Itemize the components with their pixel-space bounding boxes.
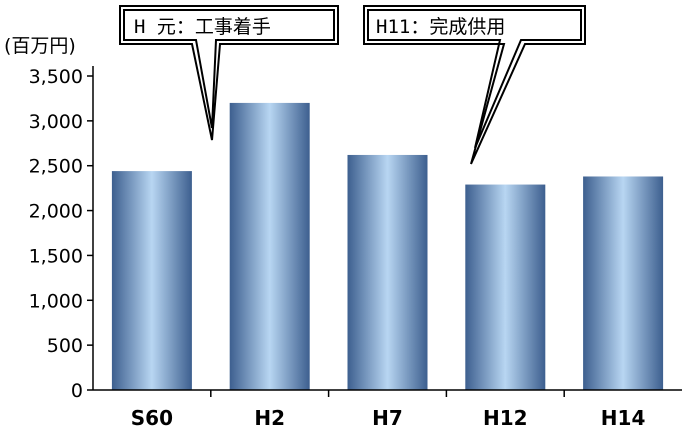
x-ticks-group: S60 H2 H7 H12 H14 bbox=[131, 390, 646, 430]
bar-s60 bbox=[111, 171, 192, 390]
bar-h12 bbox=[465, 184, 546, 390]
y-tick-label: 2,000 bbox=[29, 201, 83, 223]
callout-completion-text: H11：完成供用 bbox=[376, 16, 505, 38]
callout-construction-start: H 元：工事着手 bbox=[119, 5, 339, 141]
y-tick-label: 3,000 bbox=[29, 111, 83, 133]
y-ticks-group: 0 500 1,000 1,500 2,000 2,500 3,000 3,500 bbox=[29, 66, 93, 402]
bar-h7 bbox=[347, 154, 428, 390]
x-tick-label: H12 bbox=[483, 406, 528, 430]
bar-h14 bbox=[583, 176, 664, 390]
y-tick-label: 500 bbox=[47, 335, 83, 357]
x-tick-label: H2 bbox=[254, 406, 285, 430]
callout-completion: H11：完成供用 bbox=[363, 5, 586, 165]
y-tick-label: 3,500 bbox=[29, 66, 83, 88]
bar-h2 bbox=[229, 102, 310, 391]
y-tick-label: 2,500 bbox=[29, 156, 83, 178]
x-tick-label: H7 bbox=[372, 406, 403, 430]
y-tick-label: 1,000 bbox=[29, 290, 83, 312]
y-axis-unit-label: (百万円) bbox=[4, 35, 76, 57]
y-tick-label: 1,500 bbox=[29, 245, 83, 267]
bars-group bbox=[111, 102, 664, 391]
x-tick-label: H14 bbox=[601, 406, 646, 430]
y-tick-label: 0 bbox=[71, 380, 83, 402]
x-tick-label: S60 bbox=[131, 406, 173, 430]
callout-construction-start-text: H 元：工事着手 bbox=[134, 16, 271, 38]
